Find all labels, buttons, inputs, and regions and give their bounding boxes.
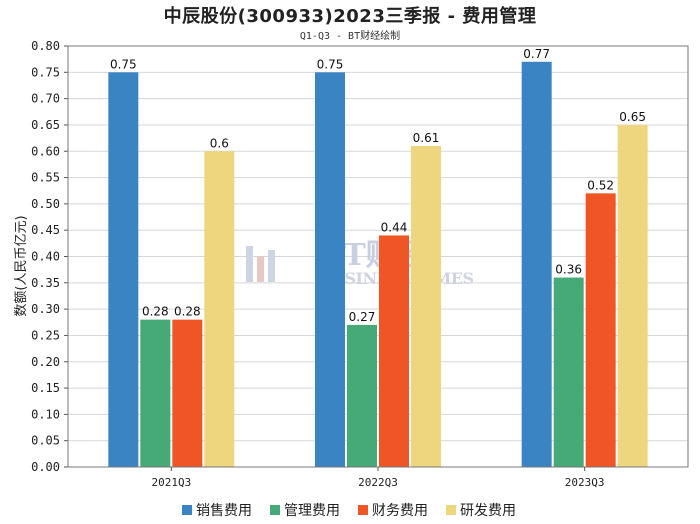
x-tick-label: 2022Q3 (358, 476, 398, 489)
watermark-logo-bar (246, 246, 253, 282)
y-tick-label: 0.50 (31, 197, 60, 211)
watermark-logo-bar (257, 256, 264, 282)
y-tick-label: 0.25 (31, 328, 60, 342)
data-label: 0.65 (619, 110, 646, 124)
chart-subtitle: Q1-Q3 - BT财经绘制 (299, 31, 401, 42)
data-label: 0.52 (587, 178, 614, 192)
legend-swatch (358, 505, 368, 515)
y-tick-label: 0.75 (31, 65, 60, 79)
legend-item-label: 销售费用 (196, 503, 252, 519)
x-tick-label: 2023Q3 (565, 476, 605, 489)
data-label: 0.36 (555, 263, 582, 277)
legend-swatch (182, 505, 192, 515)
legend-item-label: 研发费用 (460, 503, 516, 519)
bar (585, 193, 616, 467)
data-label: 0.27 (349, 310, 376, 324)
legend-swatch (270, 505, 280, 515)
y-tick-label: 0.55 (31, 171, 60, 185)
bar (108, 72, 139, 467)
y-tick-label: 0.15 (31, 381, 60, 395)
bar (379, 235, 409, 467)
y-tick-label: 0.05 (31, 434, 60, 448)
legend-swatch (446, 505, 456, 515)
bar (553, 277, 584, 467)
y-tick-label: 0.70 (31, 92, 60, 106)
y-tick-label: 0.00 (31, 460, 60, 474)
data-label: 0.75 (110, 57, 137, 71)
x-tick-label: 2021Q3 (151, 476, 191, 489)
bar (315, 72, 345, 467)
y-tick-label: 0.80 (31, 39, 60, 53)
y-axis-label: 数额(人民币亿元) (14, 215, 29, 316)
bar (617, 124, 648, 467)
bar (347, 324, 377, 467)
y-tick-label: 0.10 (31, 407, 60, 421)
bar (172, 319, 203, 467)
y-tick-label: 0.60 (31, 144, 60, 158)
data-label: 0.6 (210, 136, 229, 150)
chart-title: 中辰股份(300933)2023三季报 - 费用管理 (163, 6, 537, 27)
data-label: 0.77 (523, 47, 550, 61)
axes-layer: 0.00 0.05 0.10 0.15 0.20 0.25 0.30 0.35 0.40 0.45… (31, 39, 689, 489)
legend-item-label: 财务费用 (372, 503, 428, 519)
legend: 销售费用 管理费用 财务费用 研发费用 (182, 503, 516, 519)
bar (411, 145, 441, 468)
data-label: 0.28 (174, 305, 201, 319)
data-label: 0.61 (413, 131, 440, 145)
bars-layer: 0.75 0.28 0.28 0.6 0.75 0.27 0.44 0.61 0.77 0.36 0… (108, 47, 648, 468)
data-label: 0.44 (381, 220, 408, 234)
bar (140, 319, 171, 467)
data-label: 0.75 (317, 57, 344, 71)
y-tick-label: 0.65 (31, 118, 60, 132)
y-tick-label: 0.35 (31, 276, 60, 290)
y-tick-label: 0.20 (31, 355, 60, 369)
data-label: 0.28 (142, 305, 169, 319)
legend-item-label: 管理费用 (284, 503, 340, 519)
watermark-logo-bar (268, 250, 275, 282)
y-tick-label: 0.40 (31, 250, 60, 264)
y-tick-label: 0.30 (31, 302, 60, 316)
bar (204, 151, 235, 467)
y-tick-label: 0.45 (31, 223, 60, 237)
bar (521, 61, 552, 467)
